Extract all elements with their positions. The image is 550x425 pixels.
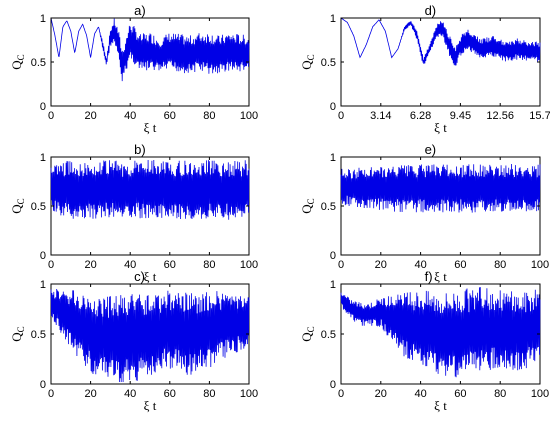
x-tick-label: 60: [164, 259, 176, 271]
x-axis-label: ξ t: [434, 120, 447, 135]
panel-label: a): [134, 3, 146, 18]
x-axis-label: ξ t: [144, 398, 157, 413]
panel-b: 0 20 40 60 80 100 0 0.5 1 ξ t QC b): [9, 142, 258, 284]
x-tick-label: 40: [414, 388, 426, 400]
x-tick-label: 0: [338, 259, 344, 271]
x-tick-label: 40: [124, 388, 136, 400]
y-axis-label: QC: [9, 54, 26, 69]
x-tick-label: 20: [84, 259, 96, 271]
x-tick-label: 80: [494, 388, 506, 400]
y-tick-label: 1: [40, 13, 46, 25]
series-line: [340, 163, 541, 213]
panel-d: 0 3.14 6.28 9.45 12.56 15.7 0 0.5 1 ξ t QC d): [299, 3, 550, 135]
x-tick-label: 0: [338, 388, 344, 400]
x-tick-label: 100: [240, 388, 258, 400]
x-tick-label: 15.7: [529, 110, 550, 122]
y-tick-label: 0.5: [321, 57, 336, 69]
x-tick-label: 80: [494, 259, 506, 271]
y-tick-label: 1: [330, 13, 336, 25]
series-line: [50, 17, 250, 82]
x-tick-label: 40: [414, 259, 426, 271]
x-tick-label: 0: [48, 259, 54, 271]
y-tick-label: 0: [330, 250, 336, 262]
y-tick-label: 0: [330, 101, 336, 113]
panel-f: 0 20 40 60 80 100 0 0.5 1 ξ t QC f): [299, 269, 549, 413]
x-axis-label: ξ t: [144, 269, 157, 284]
y-tick-label: 0.5: [321, 201, 336, 213]
y-tick-label: 0: [40, 101, 46, 113]
x-tick-label: 40: [124, 110, 136, 122]
panel-label: f): [425, 269, 433, 284]
y-axis-label: QC: [9, 198, 26, 213]
x-tick-label: 100: [240, 259, 258, 271]
x-tick-label: 0: [48, 388, 54, 400]
y-axis-label: QC: [299, 326, 316, 341]
x-tick-label: 12.56: [486, 110, 514, 122]
y-axis-label: QC: [9, 326, 26, 341]
x-tick-label: 40: [124, 259, 136, 271]
y-tick-label: 0: [330, 379, 336, 391]
y-tick-label: 0: [40, 379, 46, 391]
x-tick-label: 3.14: [370, 110, 391, 122]
x-tick-label: 0: [338, 110, 344, 122]
x-tick-label: 9.45: [450, 110, 471, 122]
x-tick-label: 80: [203, 110, 215, 122]
x-tick-label: 60: [454, 388, 466, 400]
x-tick-label: 20: [84, 388, 96, 400]
y-tick-label: 1: [330, 279, 336, 291]
series-line: [340, 17, 541, 66]
y-tick-label: 0.5: [321, 329, 336, 341]
series-line: [340, 287, 541, 378]
panel-e: 0 20 40 60 80 100 0 0.5 1 ξ t QC e): [299, 142, 549, 284]
y-tick-label: 1: [40, 279, 46, 291]
panel-c: 0 20 40 60 80 100 0 0.5 1 ξ t QC c): [9, 269, 258, 413]
x-tick-label: 100: [240, 110, 258, 122]
y-axis-label: QC: [299, 54, 316, 69]
x-tick-label: 20: [375, 388, 387, 400]
series-line: [50, 288, 250, 383]
panel-label: d): [425, 3, 437, 18]
y-tick-label: 0.5: [31, 201, 46, 213]
panel-label: e): [425, 142, 437, 157]
panel-label: b): [134, 142, 146, 157]
x-tick-label: 100: [531, 388, 549, 400]
x-tick-label: 80: [203, 259, 215, 271]
y-tick-label: 0: [40, 250, 46, 262]
y-tick-label: 1: [330, 152, 336, 164]
x-tick-label: 20: [84, 110, 96, 122]
x-tick-label: 60: [164, 110, 176, 122]
x-axis-label: ξ t: [434, 398, 447, 413]
panel-label: c): [134, 269, 145, 284]
x-tick-label: 100: [531, 259, 549, 271]
series-line: [50, 159, 250, 220]
y-axis-label: QC: [299, 198, 316, 213]
x-tick-label: 60: [454, 259, 466, 271]
x-tick-label: 6.28: [410, 110, 431, 122]
x-tick-label: 0: [48, 110, 54, 122]
x-tick-label: 60: [164, 388, 176, 400]
y-tick-label: 0.5: [31, 329, 46, 341]
panel-a: 0 20 40 60 80 100 0 0.5 1 ξ t QC a): [9, 3, 258, 135]
x-axis-label: ξ t: [144, 120, 157, 135]
y-tick-label: 1: [40, 152, 46, 164]
plot-frame: [340, 17, 541, 107]
y-tick-label: 0.5: [31, 57, 46, 69]
x-axis-label: ξ t: [434, 269, 447, 284]
x-tick-label: 80: [203, 388, 215, 400]
x-tick-label: 20: [375, 259, 387, 271]
